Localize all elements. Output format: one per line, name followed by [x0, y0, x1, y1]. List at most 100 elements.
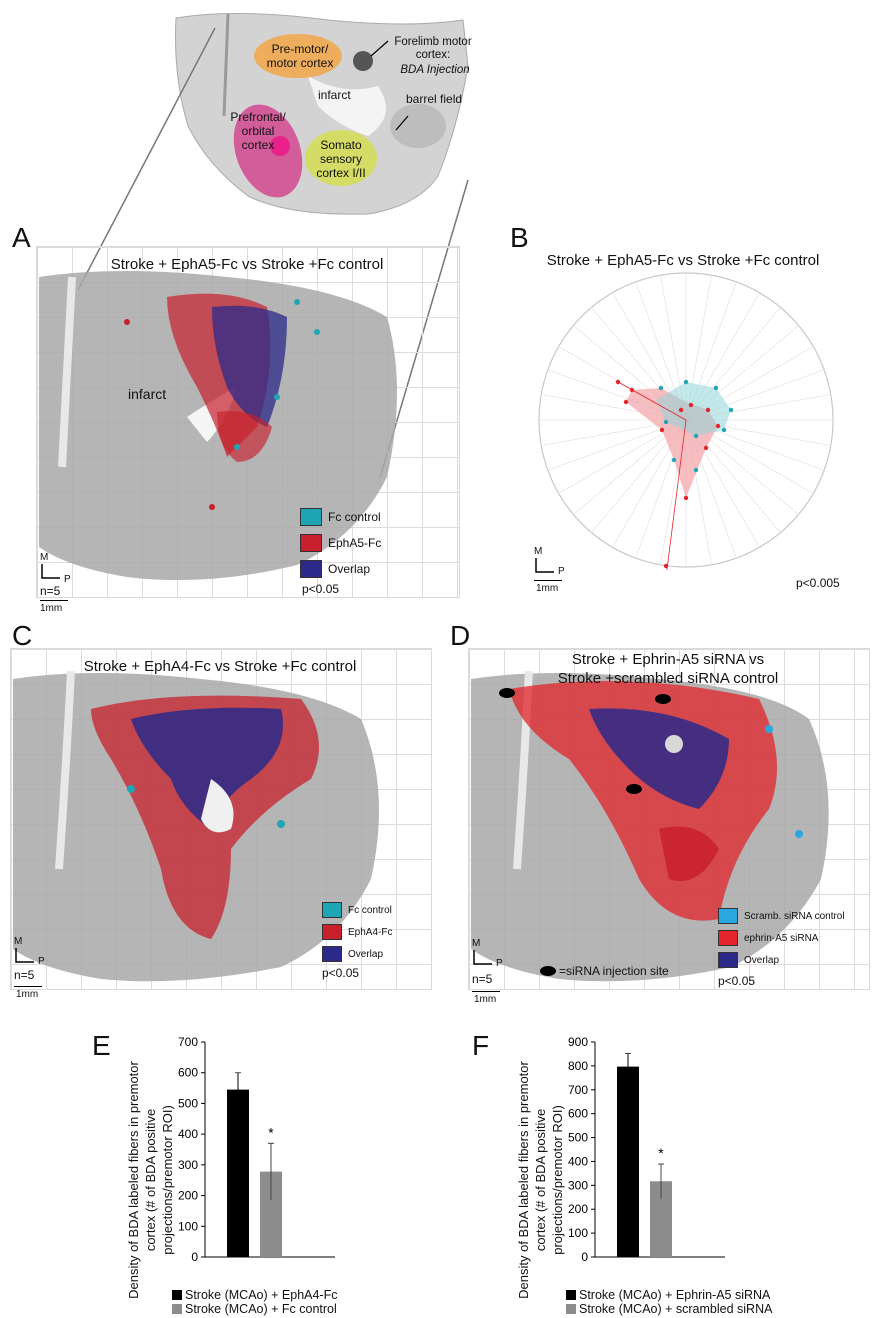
panel-f-letter: F — [472, 1030, 490, 1061]
panel-d-title: Stroke + Ephrin-A5 siRNA vs Stroke +scra… — [468, 650, 868, 688]
panel-b-scale-bar — [534, 580, 562, 581]
polar-dot — [659, 427, 665, 433]
injection-site-label: =siRNA injection site — [559, 964, 669, 978]
y-tick-label: 800 — [568, 1059, 588, 1073]
panel-c-orientation-icon — [15, 948, 34, 963]
polar-dot — [663, 419, 669, 425]
panel-a-infarct-label: infarct — [128, 386, 167, 402]
y-tick-label: 600 — [568, 1107, 588, 1121]
panel-e-legend-item-1: Stroke (MCAo) + EphA4-Fc — [172, 1288, 337, 1302]
panel-d-title-line1: Stroke + Ephrin-A5 siRNA vs — [571, 651, 765, 668]
panel-d-title-line2: Stroke +scrambled siRNA control — [557, 670, 779, 687]
panel-f-bar-chart: 0 100 200 300 400 500 600 700 800 900 * — [568, 1035, 725, 1264]
forelimb-injection-label: BDA Injection — [400, 64, 470, 76]
panel-d-scale-label: 1mm — [474, 994, 497, 1005]
panel-e-legend: Stroke (MCAo) + EphA4-Fc Stroke (MCAo) +… — [172, 1288, 337, 1316]
premotor-label: Pre-motor/ motor cortex — [266, 42, 334, 70]
panel-a-scale-label: 1mm — [40, 603, 63, 614]
panel-a-pvalue: p<0.05 — [302, 582, 340, 596]
panel-b-p: P — [558, 566, 565, 577]
panel-c-scale-label: 1mm — [16, 989, 39, 1000]
panel-b-letter: B — [510, 222, 529, 253]
injection-site-icon — [540, 966, 556, 976]
infarct-label: infarct — [318, 88, 351, 102]
polar-dot — [721, 427, 727, 433]
polar-dot — [623, 399, 629, 405]
panel-f-legend: Stroke (MCAo) + Ephrin-A5 siRNA Stroke (… — [566, 1288, 772, 1316]
panel-a-title: Stroke + EphA5-Fc vs Stroke +Fc control — [110, 256, 384, 273]
panel-e-legend-item-2: Stroke (MCAo) + Fc control — [172, 1302, 337, 1316]
panel-d-section — [468, 648, 870, 990]
panel-d-n: n=5 — [472, 972, 493, 986]
prefrontal-label: Prefrontal/ orbital cortex — [230, 110, 286, 152]
panel-b-orientation-icon — [535, 558, 554, 573]
panel-d-p: P — [496, 958, 503, 969]
panel-f-legend-item-2: Stroke (MCAo) + scrambled siRNA — [566, 1302, 772, 1316]
panel-c-letter: C — [12, 620, 33, 651]
panel-a-orientation-icon — [41, 564, 60, 579]
panel-a-scale-bar — [40, 600, 68, 601]
significance-marker: * — [268, 1124, 274, 1140]
panel-d-orientation-icon — [473, 950, 492, 965]
panel-d-scale-bar — [472, 991, 500, 992]
panel-c-p: P — [38, 956, 45, 967]
y-tick-label: 500 — [568, 1131, 588, 1145]
y-tick-label: 700 — [568, 1083, 588, 1097]
polar-dot — [703, 445, 709, 451]
polar-dot — [658, 385, 664, 391]
panel-a-n: n=5 — [40, 584, 61, 598]
panel-a-p: P — [64, 574, 71, 585]
epha5-swatch — [300, 534, 322, 552]
panel-d-legend-scramb: Scramb. siRNA control — [718, 908, 845, 924]
panel-b-pvalue: p<0.005 — [796, 576, 840, 590]
injection-site — [353, 51, 373, 71]
injection-dot-2 — [655, 694, 671, 704]
panel-d-legend-overlap: Overlap — [718, 952, 779, 968]
panel-b-scale-label: 1mm — [536, 583, 559, 594]
panel-b-polar-plot — [536, 270, 836, 578]
injection-dot-1 — [499, 688, 515, 698]
panel-d-pvalue: p<0.05 — [718, 974, 756, 988]
panel-f-legend-item-1: Stroke (MCAo) + Ephrin-A5 siRNA — [566, 1288, 772, 1302]
panel-a-m: M — [40, 552, 49, 563]
panel-c-pvalue: p<0.05 — [322, 966, 360, 980]
significance-marker: * — [658, 1145, 664, 1161]
polar-dot — [629, 387, 635, 393]
bar — [227, 1089, 249, 1257]
polar-dot — [728, 407, 734, 413]
y-tick-label: 900 — [568, 1035, 588, 1049]
polar-dot — [713, 385, 719, 391]
polar-dot — [688, 402, 694, 408]
long-spike — [665, 419, 687, 578]
bar — [617, 1066, 639, 1257]
y-tick-label: 200 — [178, 1189, 198, 1203]
left-spike — [617, 381, 687, 421]
fc-swatch — [300, 508, 322, 526]
panel-c-section — [10, 648, 432, 990]
barrel-field-label: barrel field — [406, 92, 463, 106]
injection-dot-3 — [626, 784, 642, 794]
premotor-region — [254, 34, 342, 78]
polar-dot — [715, 423, 721, 429]
panel-d-letter: D — [450, 620, 471, 651]
polar-dot — [683, 379, 689, 385]
panel-d-injection-legend: =siRNA injection site — [540, 964, 669, 978]
panel-a-letter: A — [12, 222, 31, 253]
panel-a-brain-image — [39, 271, 397, 581]
panel-c-legend-overlap: Overlap — [322, 946, 383, 962]
y-tick-label: 400 — [568, 1154, 588, 1168]
panel-c-legend-epha4: EphA4-Fc — [322, 924, 392, 940]
y-tick-label: 0 — [581, 1250, 588, 1264]
polar-dot — [678, 407, 684, 413]
overlap-swatch — [300, 560, 322, 578]
polar-dot — [683, 495, 689, 501]
polar-dot — [663, 563, 669, 569]
panel-a-legend-overlap: Overlap — [300, 560, 370, 578]
forelimb-label: Forelimb motor cortex: — [394, 36, 472, 61]
panel-b-m: M — [534, 546, 543, 557]
brain-section-illustration — [175, 12, 469, 215]
panel-c-legend-fc: Fc control — [322, 902, 392, 918]
panel-c-title: Stroke + EphA4-Fc vs Stroke +Fc control — [83, 658, 357, 675]
somato-label: Somato sensory cortex I/II — [316, 138, 366, 180]
y-tick-label: 200 — [568, 1202, 588, 1216]
